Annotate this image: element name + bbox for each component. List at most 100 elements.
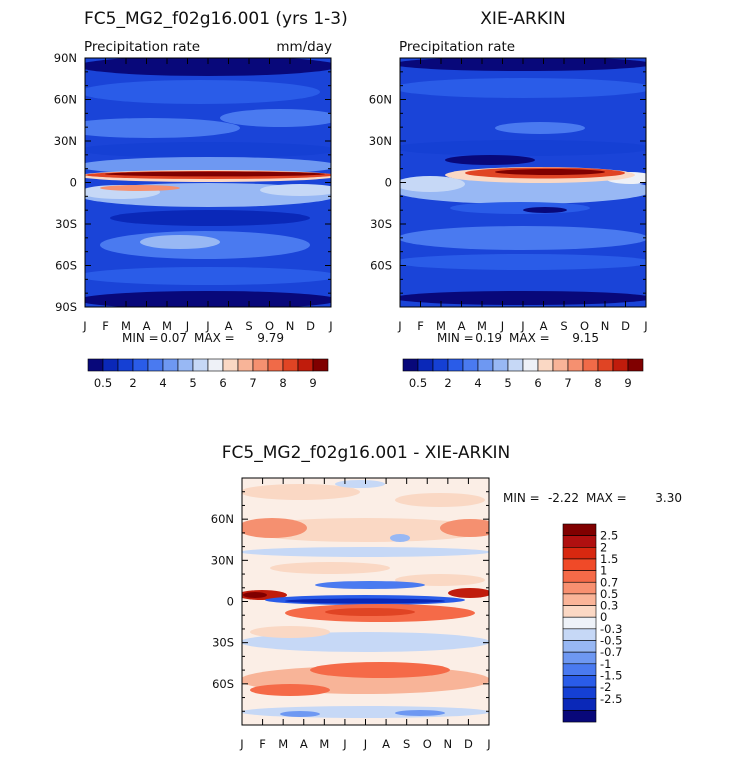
field-blob — [110, 210, 310, 226]
x-tick-label: J — [520, 319, 524, 333]
colorbar-swatch — [177, 358, 194, 372]
field-blob — [495, 169, 605, 175]
colorbar-label: 0 — [600, 610, 607, 624]
x-tick-label: M — [121, 319, 131, 333]
colorbar-swatch — [462, 358, 479, 372]
colorbar-label: 4 — [159, 376, 166, 390]
obs-min-value: 0.19 — [475, 331, 502, 345]
colorbar-swatch — [562, 686, 597, 700]
colorbar-swatch — [267, 358, 284, 372]
x-tick-label: J — [239, 737, 243, 751]
colorbar-label: 8 — [279, 376, 286, 390]
colorbar-swatch — [562, 698, 597, 711]
colorbar-label: -0.7 — [600, 645, 622, 659]
obs-min-label: MIN = — [437, 331, 474, 345]
y-tick-label: 60S — [212, 677, 234, 691]
colorbar-swatch — [552, 358, 569, 372]
x-tick-label: D — [621, 319, 630, 333]
colorbar-label: 0.5 — [600, 587, 618, 601]
colorbar-label: 9 — [624, 376, 631, 390]
x-tick-label: J — [486, 737, 490, 751]
field-blob — [285, 598, 445, 604]
x-tick-label: F — [259, 737, 266, 751]
colorbar-swatch — [562, 663, 597, 676]
y-tick-label: 60N — [211, 512, 234, 526]
x-tick-label: M — [319, 737, 329, 751]
colorbar-swatch — [562, 675, 597, 688]
y-tick-label: 30S — [370, 217, 392, 231]
y-tick-label: 30S — [55, 217, 77, 231]
colorbar-label: 0.3 — [600, 599, 618, 613]
x-tick-label: F — [417, 319, 424, 333]
colorbar-swatch — [562, 581, 597, 595]
field-blob — [242, 547, 489, 557]
y-tick-label: 30N — [54, 134, 77, 148]
x-tick-label: D — [306, 319, 315, 333]
x-tick-label: A — [143, 319, 151, 333]
colorbar-label: 0.5 — [94, 376, 112, 390]
model-min-value: 0.07 — [160, 331, 187, 345]
field-blob — [400, 176, 465, 192]
model-colorbar: 0.5 2 4 5 6 7 8 9 — [87, 358, 329, 390]
colorbar-swatch — [207, 358, 224, 372]
x-tick-label: J — [397, 319, 401, 333]
field-blob — [445, 155, 535, 165]
y-tick-label: 60N — [369, 93, 392, 107]
colorbar-swatch — [522, 358, 539, 372]
colorbar-label: -2.5 — [600, 692, 622, 706]
colorbar-swatch — [562, 535, 597, 548]
x-tick-label: O — [265, 319, 274, 333]
x-tick-label: S — [245, 319, 252, 333]
colorbar-label: -0.3 — [600, 622, 622, 636]
field-blob — [400, 254, 646, 270]
colorbar-swatch — [102, 358, 119, 372]
colorbar-label: 2 — [444, 376, 451, 390]
colorbar-swatch — [627, 358, 644, 372]
colorbar-label: 5 — [189, 376, 196, 390]
colorbar-swatch — [562, 651, 597, 665]
y-tick-label: 60S — [55, 259, 77, 273]
model-min-max-stats: MIN = 0.07 MAX = 9.79 — [122, 331, 284, 345]
x-tick-label: N — [601, 319, 610, 333]
field-blob — [395, 493, 485, 507]
colorbar-label: -1.5 — [600, 668, 622, 682]
y-tick-label: 0 — [227, 595, 234, 609]
model-precip-panel: FC5_MG2_f02g16.001 (yrs 1-3) Precipitati… — [54, 9, 348, 390]
obs-max-value: 9.15 — [572, 331, 599, 345]
field-blob — [440, 519, 489, 537]
y-tick-label: 30S — [212, 636, 234, 650]
x-tick-label: A — [458, 319, 466, 333]
colorbar-label: 0.5 — [409, 376, 427, 390]
field-blob — [335, 480, 385, 488]
colorbar-swatch — [417, 358, 434, 372]
colorbar-swatch — [597, 358, 614, 372]
y-tick-label: 0 — [385, 176, 392, 190]
colorbar-label: 4 — [474, 376, 481, 390]
colorbar-label: 7 — [249, 376, 256, 390]
field-blob — [390, 534, 410, 542]
field-blob — [325, 608, 415, 616]
field-blob — [250, 684, 330, 696]
field-blob — [395, 710, 445, 716]
colorbar-swatch — [537, 358, 554, 372]
x-tick-label: M — [162, 319, 172, 333]
field-blob — [85, 267, 331, 285]
model-panel-title: FC5_MG2_f02g16.001 (yrs 1-3) — [84, 9, 348, 29]
field-blob — [242, 484, 360, 500]
field-blob — [243, 592, 267, 598]
colorbar-swatch — [237, 358, 254, 372]
colorbar-label: -2 — [600, 680, 611, 694]
difference-max-value: 3.30 — [655, 491, 682, 505]
field-blob — [242, 706, 489, 718]
x-tick-label: A — [540, 319, 548, 333]
colorbar-swatch — [612, 358, 629, 372]
x-tick-label: M — [436, 319, 446, 333]
colorbar-label: 1.5 — [600, 552, 618, 566]
model-max-value: 9.79 — [257, 331, 284, 345]
difference-y-axis-labels: 60N 30N 0 30S 60S — [211, 512, 234, 691]
field-blob — [270, 562, 390, 574]
x-tick-label: J — [342, 737, 346, 751]
colorbar-swatch — [477, 358, 494, 372]
